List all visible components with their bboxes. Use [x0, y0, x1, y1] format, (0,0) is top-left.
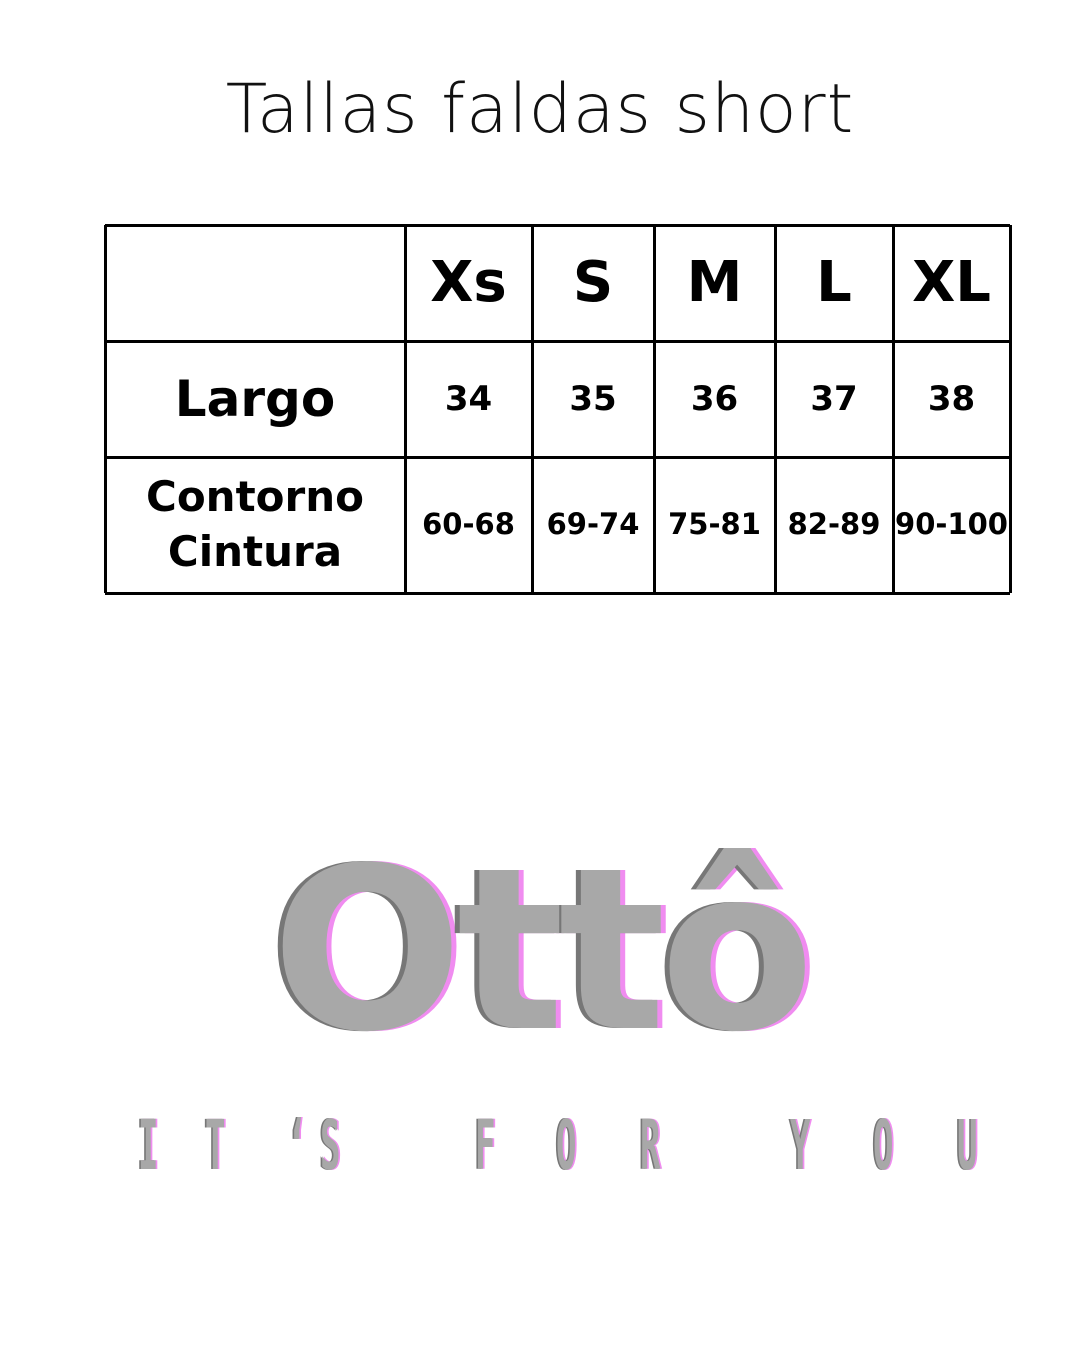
table-row-divider — [105, 224, 1010, 227]
row-label-contorno-cintura: Contorno Cintura — [105, 457, 405, 593]
table-cell: 90-100 — [895, 507, 1008, 542]
size-header: Xs — [430, 249, 507, 315]
table-column-divider — [404, 225, 407, 593]
table-column-divider — [653, 225, 656, 593]
table-column-divider — [774, 225, 777, 593]
tagline-letter: R — [640, 1105, 661, 1186]
tagline-letter: U — [957, 1105, 978, 1186]
brand-logo: Ottô — [271, 820, 815, 1082]
table-cell: 75-81 — [668, 507, 761, 542]
tagline-letter: T — [205, 1105, 226, 1186]
table-row-divider — [105, 340, 1010, 343]
table-row-divider — [105, 592, 1010, 595]
tagline-letter: O — [873, 1105, 894, 1186]
table-cell: 37 — [810, 378, 858, 419]
table-cell: 36 — [690, 378, 739, 419]
table-column-divider — [104, 225, 107, 593]
tagline-letter: Y — [790, 1105, 811, 1186]
size-header: L — [816, 249, 852, 315]
table-cell: 82-89 — [787, 507, 881, 542]
size-header: M — [686, 249, 743, 315]
table-cell: 60-68 — [422, 507, 515, 542]
table-cell: 34 — [444, 378, 493, 419]
row-label-line: Contorno — [146, 472, 364, 522]
tagline-letter: I — [138, 1105, 159, 1186]
table-column-divider — [892, 225, 895, 593]
row-label-line: Cintura — [167, 527, 343, 576]
table-cell: 35 — [569, 378, 617, 419]
table-cell: 69-74 — [546, 507, 640, 542]
tagline-letter: ‘ — [287, 1105, 308, 1186]
table-row-divider — [105, 456, 1010, 459]
tagline-letter: O — [556, 1105, 577, 1186]
size-header: XL — [912, 249, 991, 315]
table-cell: 38 — [927, 378, 976, 419]
size-header: S — [572, 249, 614, 315]
tagline-letter: S — [320, 1105, 341, 1186]
size-table: Xs S M L XL Largo 34 35 36 37 38 Contorno Cintura 60-… — [104, 224, 1012, 595]
table-column-divider — [1009, 225, 1012, 593]
table-column-divider — [531, 225, 534, 593]
tagline-letter: F — [475, 1105, 496, 1186]
row-label-largo: Largo — [174, 369, 336, 428]
page-title: Tallas faldas short — [225, 70, 855, 149]
